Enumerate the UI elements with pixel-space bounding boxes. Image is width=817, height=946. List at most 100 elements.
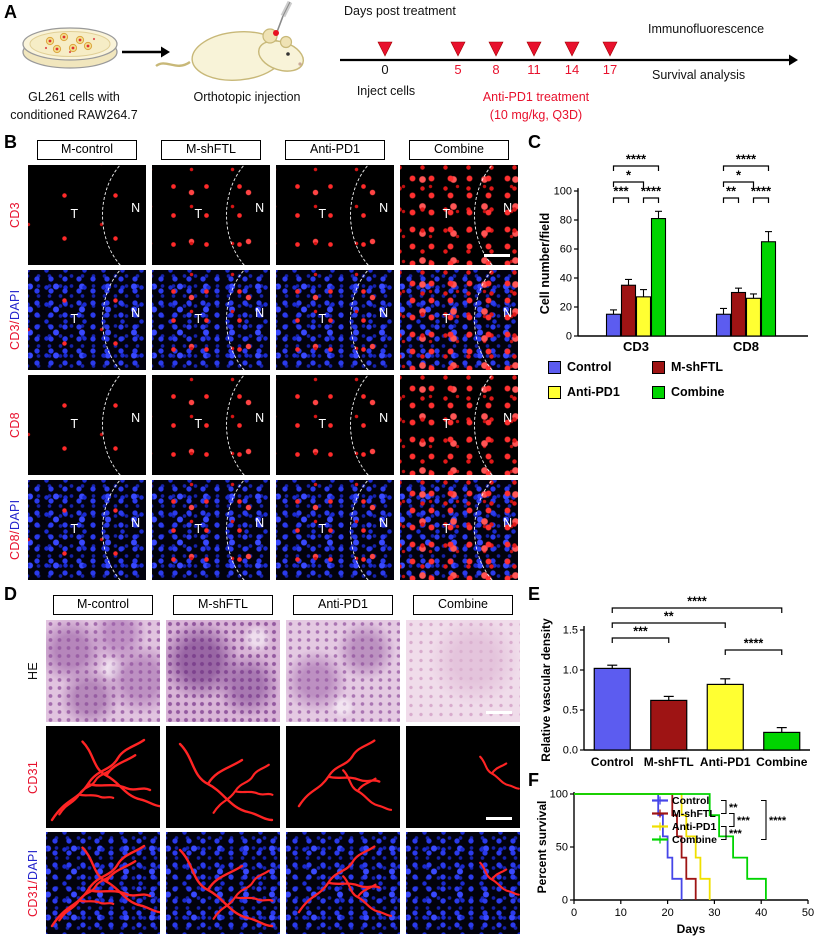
b-row-label-cd3-dapi: CD3/DAPI [8, 289, 22, 351]
panel-f-label: F [528, 770, 539, 790]
svg-text:30: 30 [708, 907, 720, 919]
tumor-margin-dashed-line [474, 480, 518, 580]
scale-bar [486, 816, 512, 820]
mouse-caption: Orthotopic injection [193, 90, 301, 104]
legend-swatch-anti-pd1 [548, 385, 561, 399]
normal-region-label: N [379, 306, 389, 320]
experiment-schematic-graphic [22, 0, 798, 81]
treatment-day-marker [526, 41, 542, 57]
tumor-region-label: T [318, 522, 327, 536]
tumor-region-label: T [194, 312, 203, 326]
svg-text:Control: Control [672, 795, 709, 807]
normal-region-label: N [255, 306, 265, 320]
vascular-density-bar-chart: 0.0 0.5 1.0 1.5 Relative vascular density Con… [539, 595, 810, 769]
scale-bar [484, 253, 510, 257]
b-header-anti-pd1: Anti-PD1 [285, 140, 385, 160]
legend-item-m-shftl: M-shFTL [652, 360, 723, 374]
normal-region-label: N [131, 411, 141, 425]
treatment-label-line1: Anti-PD1 treatment [482, 90, 590, 104]
d-header-anti-pd1: Anti-PD1 [293, 595, 393, 615]
svg-text:CD3: CD3 [623, 339, 649, 354]
svg-text:****: **** [626, 152, 647, 167]
svg-text:Cell number/field: Cell number/field [538, 213, 552, 314]
d-header-combine: Combine [413, 595, 513, 615]
svg-text:Percent survival: Percent survival [536, 801, 549, 894]
tumor-region-label: T [442, 207, 451, 221]
d-micrograph-he-combine [406, 620, 520, 722]
tumor-region-label: T [442, 312, 451, 326]
svg-text:20: 20 [661, 907, 673, 919]
svg-text:Combine: Combine [756, 755, 808, 769]
survival-curve-chart: 0 10 20 30 40 50 0 50 100 Days Percent survival Con… [536, 789, 814, 937]
treatment-day-marker [564, 41, 580, 57]
timeline-title: Days post treatment [344, 4, 456, 18]
panel-c-label: C [528, 132, 541, 152]
d-micrograph-he-m-control [46, 620, 160, 722]
b-row-label-cd8: CD8 [8, 412, 22, 438]
svg-text:0.0: 0.0 [563, 745, 578, 757]
panel-e-label: E [528, 584, 541, 604]
cd31-vessel-graphic [297, 739, 393, 811]
svg-text:80: 80 [560, 215, 572, 227]
tumor-region-label: T [442, 417, 451, 431]
svg-text:50: 50 [802, 907, 814, 919]
d-micrograph-cd31-m-control [46, 726, 160, 828]
svg-text:Days: Days [677, 922, 706, 936]
tumor-region-label: T [70, 207, 79, 221]
timeline-day-5: 5 [454, 62, 462, 77]
svg-text:**: ** [729, 802, 738, 814]
bar-anti-pd1-cd3 [635, 296, 652, 337]
b-row-label-cd8-dapi: CD8/DAPI [8, 499, 22, 561]
tumor-region-label: T [442, 522, 451, 536]
tumor-margin-dashed-line [102, 375, 146, 475]
bar-m-shftl [650, 699, 688, 751]
bar-control-cd3 [605, 313, 622, 337]
svg-text:****: **** [736, 152, 757, 167]
tumor-margin-dashed-line [350, 165, 394, 265]
bar-combine-cd8 [760, 241, 777, 337]
svg-text:CD8: CD8 [733, 339, 759, 354]
cd31-vessel-graphic [50, 844, 160, 928]
tumor-margin-dashed-line [474, 165, 518, 265]
svg-text:****: **** [744, 637, 764, 651]
d-header-m-control: M-control [53, 595, 153, 615]
svg-text:0: 0 [566, 331, 572, 343]
normal-region-label: N [503, 306, 513, 320]
svg-text:*: * [736, 168, 742, 183]
treatment-day-marker [450, 41, 466, 57]
svg-text:20: 20 [560, 302, 572, 314]
svg-text:1.5: 1.5 [563, 625, 578, 637]
timeline-day-17: 17 [602, 62, 618, 77]
svg-text:0: 0 [571, 907, 577, 919]
cd31-vessel-graphic [297, 845, 393, 917]
svg-text:****: **** [769, 815, 787, 827]
dish-caption-line2: conditioned RAW264.7 [10, 108, 138, 122]
timeline-day-14: 14 [564, 62, 580, 77]
legend-item-combine: Combine [652, 385, 724, 399]
d-micrograph-cd31-dapi-anti-pd1 [286, 832, 400, 934]
svg-text:***: *** [729, 828, 743, 840]
normal-region-label: N [503, 411, 513, 425]
svg-text:*: * [626, 168, 632, 183]
svg-text:Anti-PD1: Anti-PD1 [672, 821, 716, 833]
d-micrograph-cd31-dapi-m-control [46, 832, 160, 934]
svg-text:***: *** [737, 815, 751, 827]
tumor-margin-dashed-line [350, 375, 394, 475]
bar-control [593, 667, 631, 751]
treatment-label-line2: (10 mg/kg, Q3D) [489, 108, 583, 122]
tumor-margin-dashed-line [226, 165, 270, 265]
svg-text:M-shFTL: M-shFTL [672, 808, 716, 820]
d-header-m-shftl: M-shFTL [173, 595, 273, 615]
tumor-region-label: T [70, 417, 79, 431]
d-micrograph-cd31-m-shftl [166, 726, 280, 828]
bar-m-shftl-cd8 [730, 291, 747, 337]
b-header-m-shftl: M-shFTL [161, 140, 261, 160]
svg-text:1.0: 1.0 [563, 665, 578, 677]
legend-label: Combine [671, 385, 725, 399]
